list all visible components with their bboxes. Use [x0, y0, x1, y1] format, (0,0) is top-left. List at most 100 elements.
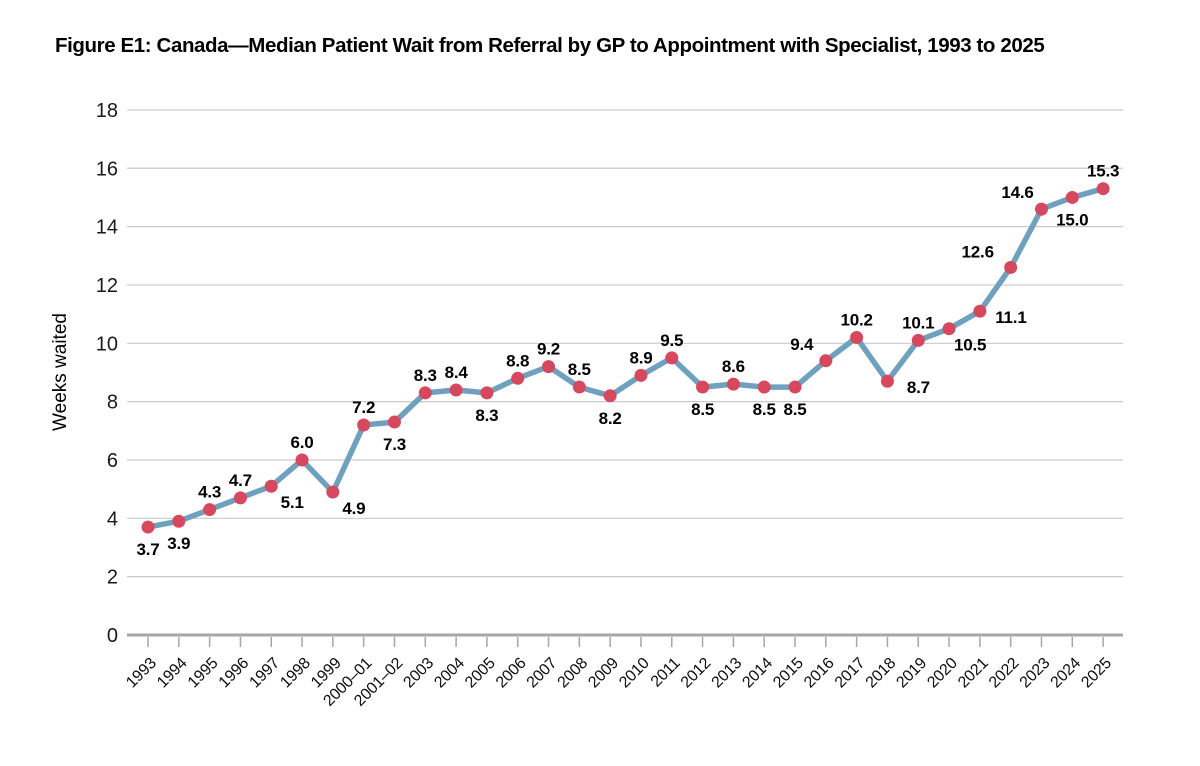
data-point-marker — [634, 368, 648, 382]
x-tick-label: 1998 — [277, 655, 314, 692]
data-point-marker — [850, 330, 864, 344]
data-points — [141, 182, 1110, 534]
data-point-label: 8.4 — [445, 363, 469, 382]
data-point-marker — [757, 380, 771, 394]
data-point-label: 4.7 — [229, 471, 252, 490]
y-tick-label: 10 — [96, 333, 118, 355]
data-point-marker — [1065, 190, 1079, 204]
x-tick-label: 2014 — [739, 655, 776, 692]
data-point-marker — [726, 377, 740, 391]
x-tick-label: 2022 — [986, 655, 1023, 692]
data-point-label: 8.7 — [907, 378, 930, 397]
x-tick-label: 2007 — [524, 655, 561, 692]
y-tick-label: 12 — [96, 275, 118, 297]
data-point-marker — [357, 418, 371, 432]
data-point-label: 8.8 — [506, 351, 529, 370]
y-tick-label: 2 — [107, 567, 118, 589]
data-point-marker — [511, 371, 525, 385]
x-tick-label: 2016 — [801, 655, 838, 692]
data-point-label: 15.0 — [1056, 210, 1088, 229]
data-point-marker — [942, 322, 956, 336]
data-point-marker — [911, 333, 925, 347]
y-tick-label: 18 — [96, 100, 118, 122]
data-point-marker — [1004, 260, 1018, 274]
data-point-marker — [480, 386, 494, 400]
data-point-marker — [603, 389, 617, 403]
data-point-label: 7.2 — [352, 398, 375, 417]
x-tick-label: 2021 — [955, 655, 992, 692]
data-point-marker — [1034, 202, 1048, 216]
data-point-label: 3.9 — [167, 534, 190, 553]
x-axis-labels: 19931994199519961997199819992000–012001–… — [123, 655, 1115, 710]
data-point-label: 5.1 — [281, 493, 304, 512]
y-tick-label: 6 — [107, 450, 118, 472]
x-tick-label: 1995 — [185, 655, 222, 692]
data-point-label: 12.6 — [962, 243, 994, 262]
data-point-label: 4.3 — [198, 483, 221, 502]
data-point-label: 9.5 — [660, 331, 683, 350]
x-tick-label: 2006 — [493, 655, 530, 692]
data-point-marker — [264, 479, 278, 493]
data-point-label: 8.9 — [629, 348, 652, 367]
data-point-marker — [542, 360, 556, 374]
data-point-marker — [1096, 182, 1110, 196]
data-point-label: 9.2 — [537, 340, 560, 359]
data-point-marker — [326, 485, 340, 499]
data-point-label: 8.5 — [691, 400, 714, 419]
y-tick-label: 0 — [107, 625, 118, 647]
data-point-label: 8.6 — [722, 357, 745, 376]
y-tick-label: 16 — [96, 158, 118, 180]
data-point-marker — [203, 503, 217, 517]
data-point-label: 10.1 — [902, 313, 934, 332]
data-point-marker — [449, 383, 463, 397]
data-point-marker — [665, 351, 679, 365]
y-tick-label: 14 — [96, 217, 118, 239]
data-point-label: 8.5 — [783, 400, 806, 419]
x-tick-label: 2018 — [863, 655, 900, 692]
data-point-label: 10.2 — [840, 311, 872, 330]
x-axis — [127, 633, 1123, 647]
x-tick-label: 2015 — [770, 655, 807, 692]
x-tick-label: 2013 — [709, 655, 746, 692]
data-point-label: 11.1 — [995, 308, 1026, 327]
data-point-marker — [418, 386, 432, 400]
x-tick-label: 2017 — [832, 655, 869, 692]
gridlines — [127, 109, 1123, 578]
data-point-label: 6.0 — [290, 433, 313, 452]
data-point-label: 10.5 — [954, 336, 986, 355]
x-tick-label: 1993 — [123, 655, 160, 692]
x-tick-label: 2024 — [1048, 655, 1085, 692]
data-point-marker — [788, 380, 802, 394]
data-point-marker — [572, 380, 586, 394]
x-tick-label: 2010 — [616, 655, 653, 692]
data-point-label: 14.6 — [1001, 183, 1033, 202]
x-tick-label: 2019 — [893, 655, 930, 692]
data-point-label: 8.2 — [599, 409, 622, 428]
x-tick-label: 2011 — [648, 655, 684, 691]
x-tick-label: 2008 — [555, 655, 592, 692]
y-tick-label: 8 — [107, 392, 118, 414]
x-tick-label: 2005 — [462, 655, 499, 692]
data-point-marker — [172, 514, 186, 528]
x-tick-label: 2009 — [585, 655, 622, 692]
data-point-marker — [387, 415, 401, 429]
x-tick-label: 2025 — [1078, 655, 1115, 692]
x-tick-label: 1994 — [154, 655, 191, 692]
data-point-label: 15.3 — [1087, 162, 1119, 181]
data-point-marker — [880, 374, 894, 388]
x-tick-label: 2003 — [400, 655, 437, 692]
x-tick-label: 2023 — [1017, 655, 1054, 692]
y-axis-labels: 0 2 4 6 8 10 12 14 16 18 — [96, 100, 118, 647]
series-line — [145, 185, 1106, 530]
x-tick-label: 1997 — [246, 655, 283, 692]
x-tick-label: 1996 — [216, 655, 253, 692]
x-tick-label: 2012 — [678, 655, 715, 692]
y-axis-title: Weeks waited — [50, 313, 71, 431]
data-point-label: 7.3 — [383, 435, 406, 454]
data-point-marker — [819, 354, 833, 368]
data-labels: 3.7 3.9 4.3 4.7 5.1 6.0 4.9 7.2 7.3 8.3 8.4 8.3 8.8 9… — [136, 162, 1119, 559]
data-point-marker — [973, 304, 987, 318]
data-point-marker — [696, 380, 710, 394]
